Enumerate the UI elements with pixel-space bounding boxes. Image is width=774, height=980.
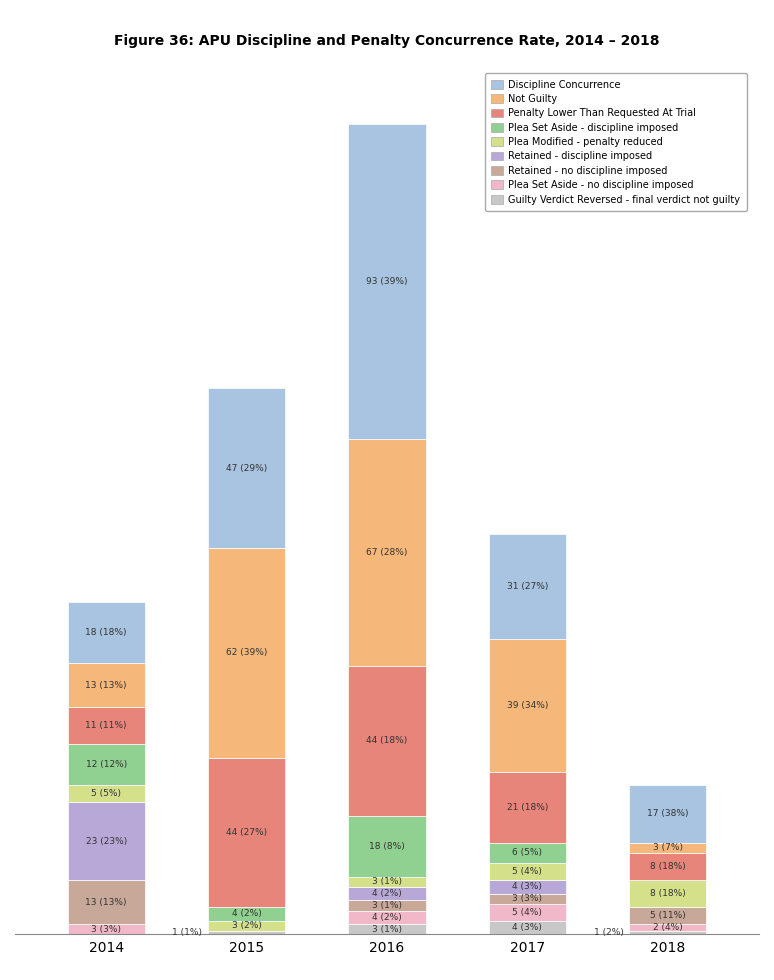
Bar [488,639,566,771]
Text: 6 (5%): 6 (5%) [512,849,543,858]
Bar [348,439,426,666]
Text: 5 (4%): 5 (4%) [512,907,543,916]
Text: 5 (11%): 5 (11%) [650,911,686,920]
Text: 17 (38%): 17 (38%) [647,809,689,818]
Bar [208,388,286,548]
Text: 31 (27%): 31 (27%) [507,582,548,591]
Bar [488,920,566,934]
Text: 18 (18%): 18 (18%) [85,628,127,637]
Text: 12 (12%): 12 (12%) [86,760,127,769]
Bar [348,924,426,934]
Bar [67,880,145,924]
Text: 13 (13%): 13 (13%) [85,680,127,690]
Text: 3 (3%): 3 (3%) [512,894,543,904]
Bar [629,880,707,907]
Bar [67,785,145,802]
Text: 93 (39%): 93 (39%) [366,277,408,286]
Text: 62 (39%): 62 (39%) [226,649,267,658]
Text: 4 (2%): 4 (2%) [372,889,402,898]
Bar [208,920,286,931]
Bar [488,904,566,920]
Bar [348,815,426,877]
Bar [208,758,286,907]
Text: 3 (1%): 3 (1%) [372,901,402,910]
Bar [67,602,145,663]
Bar [488,843,566,863]
Text: 1 (1%): 1 (1%) [173,928,203,937]
Text: 3 (2%): 3 (2%) [231,921,262,930]
Bar [67,924,145,934]
Text: 5 (4%): 5 (4%) [512,867,543,876]
Text: 3 (1%): 3 (1%) [372,877,402,886]
Bar [629,931,707,934]
Text: Figure 36: APU Discipline and Penalty Concurrence Rate, 2014 – 2018: Figure 36: APU Discipline and Penalty Co… [115,34,659,48]
Text: 13 (13%): 13 (13%) [85,898,127,907]
Bar [629,907,707,924]
Text: 5 (5%): 5 (5%) [91,789,122,798]
Text: 2 (4%): 2 (4%) [653,923,683,932]
Bar [348,910,426,924]
Bar [348,666,426,815]
Text: 44 (18%): 44 (18%) [366,737,408,746]
Text: 4 (3%): 4 (3%) [512,923,543,932]
Bar [488,894,566,904]
Bar [629,843,707,853]
Bar [348,901,426,910]
Text: 8 (18%): 8 (18%) [650,889,686,898]
Text: 11 (11%): 11 (11%) [85,721,127,730]
Bar [488,863,566,880]
Bar [67,802,145,880]
Text: 18 (8%): 18 (8%) [369,842,405,851]
Bar [67,708,145,745]
Bar [629,853,707,880]
Bar [208,548,286,758]
Bar [208,907,286,920]
Text: 8 (18%): 8 (18%) [650,862,686,871]
Bar [348,877,426,887]
Bar [629,924,707,931]
Text: 21 (18%): 21 (18%) [507,803,548,811]
Bar [488,771,566,843]
Bar [488,880,566,894]
Text: 4 (2%): 4 (2%) [372,912,402,922]
Text: 47 (29%): 47 (29%) [226,464,267,472]
Bar [348,123,426,439]
Text: 3 (7%): 3 (7%) [652,844,683,853]
Text: 3 (3%): 3 (3%) [91,925,122,934]
Legend: Discipline Concurrence, Not Guilty, Penalty Lower Than Requested At Trial, Plea : Discipline Concurrence, Not Guilty, Pena… [485,73,747,212]
Text: 1 (2%): 1 (2%) [594,928,624,937]
Text: 4 (2%): 4 (2%) [231,909,262,918]
Bar [629,785,707,843]
Bar [67,745,145,785]
Bar [488,534,566,639]
Text: 39 (34%): 39 (34%) [507,701,548,710]
Text: 44 (27%): 44 (27%) [226,828,267,837]
Bar [67,663,145,708]
Text: 3 (1%): 3 (1%) [372,925,402,934]
Text: 4 (3%): 4 (3%) [512,882,543,891]
Text: 67 (28%): 67 (28%) [366,549,408,558]
Bar [348,887,426,901]
Text: 23 (23%): 23 (23%) [86,837,127,846]
Bar [208,931,286,934]
